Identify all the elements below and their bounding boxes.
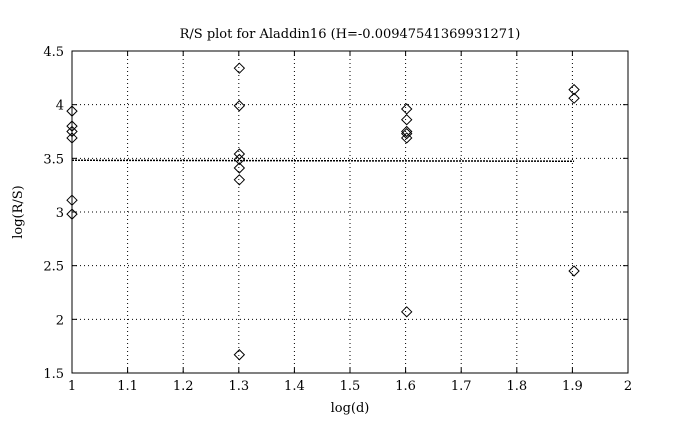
fit-line-layer [71, 159, 575, 162]
y-tick-label: 4.5 [43, 45, 64, 60]
y-axis-title: log(R/S) [11, 185, 26, 239]
y-tick-label: 3.5 [43, 152, 64, 167]
y-tick-label: 4 [56, 99, 64, 114]
x-ticks: 1 1.1 1.2 1.3 1.4 1.5 1.6 1.7 1.8 1.9 2 [68, 51, 632, 394]
x-tick-label: 1.4 [284, 379, 305, 394]
x-tick-label: 1.2 [173, 379, 194, 394]
data-point [233, 174, 246, 186]
x-tick-label: 1.6 [395, 379, 416, 394]
y-ticks: 1.5 2 2.5 3 3.5 4 4.5 [43, 45, 628, 382]
data-point [568, 83, 580, 96]
data-point [401, 103, 413, 115]
data-point [233, 100, 246, 112]
x-tick-label: 1.5 [340, 379, 361, 394]
grid [72, 51, 628, 373]
fit-line [71, 159, 575, 162]
data-point [233, 148, 246, 160]
data-point [401, 127, 413, 140]
x-tick-label: 1.8 [506, 379, 527, 394]
points-layer [66, 62, 580, 361]
x-axis-title: log(d) [331, 401, 370, 416]
chart-title: R/S plot for Aladdin16 (H=-0.00947541369… [180, 27, 521, 42]
y-tick-label: 1.5 [43, 367, 64, 382]
data-point [401, 113, 413, 126]
x-tick-label: 1.1 [117, 379, 138, 394]
data-point [233, 153, 246, 166]
data-point [233, 349, 246, 361]
x-tick-label: 1 [68, 379, 76, 394]
data-point [568, 265, 580, 277]
y-tick-label: 2.5 [43, 260, 64, 275]
data-point [401, 306, 413, 318]
data-point [401, 125, 413, 138]
data-point [568, 92, 580, 104]
x-tick-label: 1.7 [451, 379, 472, 394]
x-tick-label: 1.3 [228, 379, 249, 394]
data-point [233, 62, 246, 74]
x-tick-label: 1.9 [562, 379, 583, 394]
data-point [233, 162, 246, 174]
data-point [401, 132, 413, 144]
y-tick-label: 3 [56, 206, 64, 221]
x-tick-label: 2 [624, 379, 632, 394]
y-tick-label: 2 [56, 313, 64, 328]
